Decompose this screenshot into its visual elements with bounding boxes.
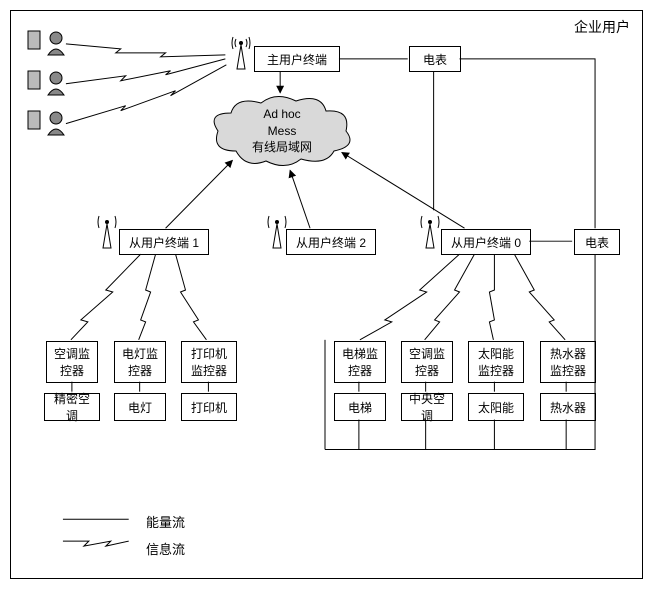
antenna-icon <box>229 31 253 71</box>
legend: 能量流 信息流 <box>146 512 185 558</box>
slave1-box: 从用户终端 1 <box>119 229 209 255</box>
devA-monitor: 空调监控器 <box>46 341 98 383</box>
corner-label: 企业用户 <box>574 17 630 37</box>
cloud-text-3: 有线局域网 <box>252 139 312 156</box>
devC-monitor: 打印机监控器 <box>181 341 237 383</box>
person-icon <box>26 29 66 59</box>
devG-device: 热水器 <box>540 393 596 421</box>
devD-monitor: 电梯监控器 <box>334 341 386 383</box>
legend-energy: 能量流 <box>146 512 185 531</box>
antenna-icon <box>419 211 441 251</box>
slave0-box: 从用户终端 0 <box>441 229 531 255</box>
devF-monitor: 太阳能监控器 <box>468 341 524 383</box>
antenna-icon <box>266 211 288 251</box>
diagram-canvas: 企业用户 Ad hoc Mess <box>10 10 643 579</box>
antenna-icon <box>96 211 118 251</box>
devE-device: 中央空调 <box>401 393 453 421</box>
cloud-text-1: Ad hoc <box>263 106 300 123</box>
devA-device: 精密空调 <box>44 393 100 421</box>
meter1-box: 电表 <box>409 46 461 72</box>
devD-device: 电梯 <box>334 393 386 421</box>
person-icon <box>26 69 66 99</box>
legend-info: 信息流 <box>146 539 185 558</box>
devE-monitor: 空调监控器 <box>401 341 453 383</box>
devB-monitor: 电灯监控器 <box>114 341 166 383</box>
person-icon <box>26 109 66 139</box>
cloud-text-2: Mess <box>268 123 297 140</box>
main-terminal-box: 主用户终端 <box>254 46 340 72</box>
cloud-label: Ad hoc Mess 有线局域网 <box>229 106 335 156</box>
devG-monitor: 热水器监控器 <box>540 341 596 383</box>
devF-device: 太阳能 <box>468 393 524 421</box>
slave2-box: 从用户终端 2 <box>286 229 376 255</box>
meter2-box: 电表 <box>574 229 620 255</box>
devB-device: 电灯 <box>114 393 166 421</box>
devC-device: 打印机 <box>181 393 237 421</box>
